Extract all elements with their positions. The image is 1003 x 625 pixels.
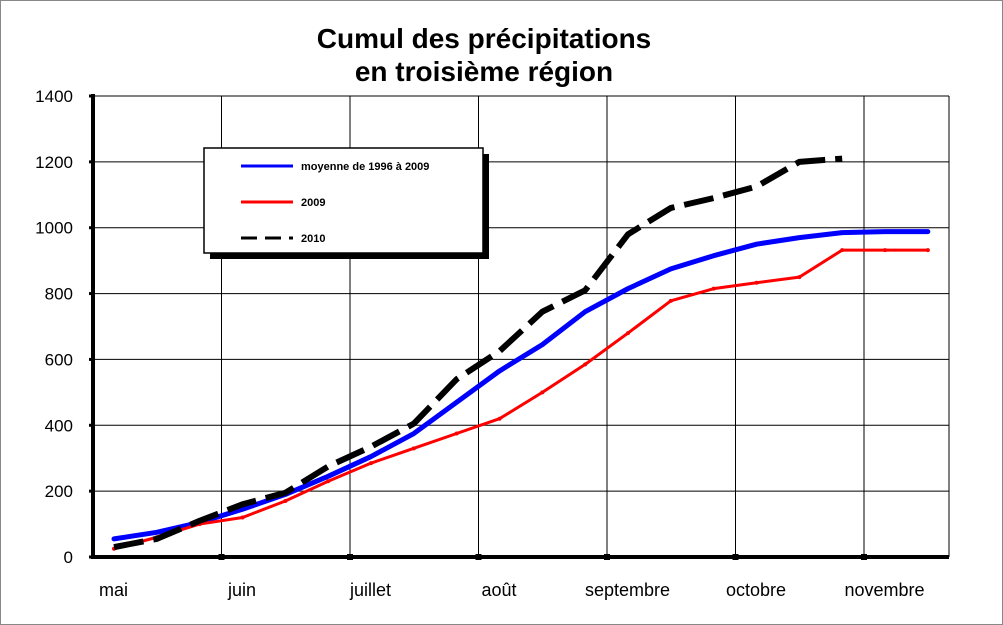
y-tick-label: 0 xyxy=(64,548,73,567)
y-tick-label: 1000 xyxy=(35,219,73,238)
data-point xyxy=(283,499,288,504)
data-point xyxy=(668,298,673,303)
series-line-2010 xyxy=(113,155,843,551)
y-tick-label: 600 xyxy=(45,350,73,369)
data-point xyxy=(840,248,845,253)
chart-title-line: en troisième région xyxy=(355,56,613,87)
y-tick-label: 200 xyxy=(45,482,73,501)
data-point xyxy=(497,416,502,421)
legend-label: 2010 xyxy=(301,233,325,245)
data-point xyxy=(326,479,331,484)
data-point xyxy=(754,280,759,285)
x-tick-label: mai xyxy=(99,580,128,600)
x-tick-label: juin xyxy=(227,580,256,600)
data-point xyxy=(711,286,716,291)
data-point xyxy=(626,331,630,336)
series-line-moyenne-de-1996-à-2009 xyxy=(111,229,931,542)
x-tick-label: septembre xyxy=(585,580,670,600)
y-tick-label: 1200 xyxy=(35,153,73,172)
series-line-2009 xyxy=(112,248,930,551)
legend-label: 2009 xyxy=(301,197,325,209)
data-point xyxy=(883,248,887,253)
legend-label: moyenne de 1996 à 2009 xyxy=(301,161,429,173)
y-tick-label: 1400 xyxy=(35,87,73,106)
data-point xyxy=(583,362,588,367)
x-tick-label: novembre xyxy=(844,580,924,600)
x-tick-label: juillet xyxy=(349,580,391,600)
x-tick-label: août xyxy=(481,580,516,600)
data-point xyxy=(369,461,373,466)
x-tick-label: octobre xyxy=(726,580,786,600)
data-point xyxy=(797,275,802,280)
chart-title-line: Cumul des précipitations xyxy=(317,23,652,54)
data-point xyxy=(454,431,459,436)
data-point xyxy=(540,390,545,395)
y-tick-label: 800 xyxy=(45,285,73,304)
data-point xyxy=(240,515,245,520)
data-point xyxy=(925,248,930,253)
data-point xyxy=(411,446,416,451)
y-tick-label: 400 xyxy=(45,416,73,435)
